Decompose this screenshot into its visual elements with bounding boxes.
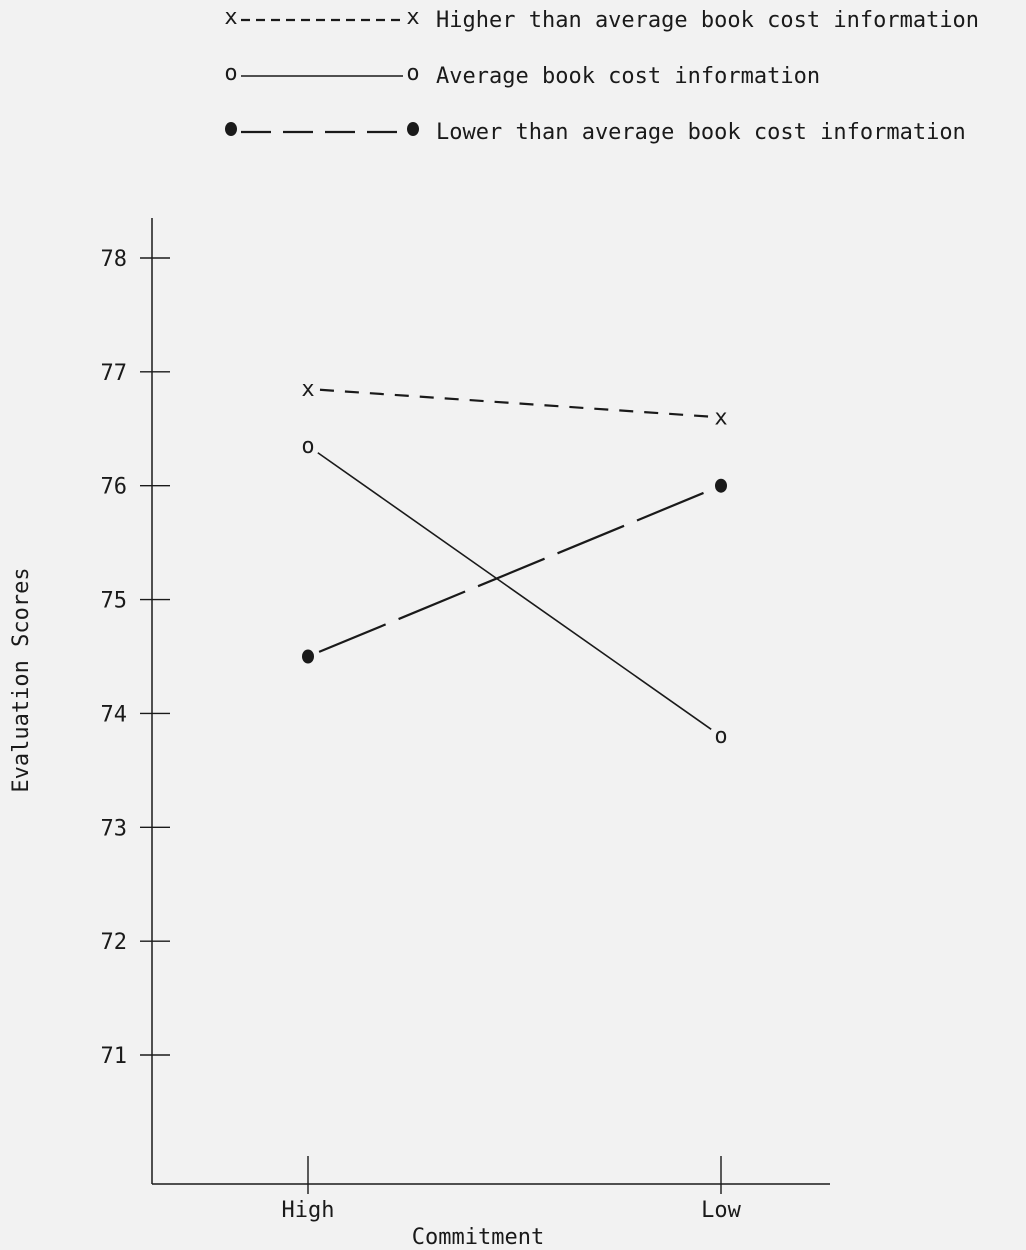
series-line-average-book-cost-information	[317, 452, 712, 730]
series-higher-than-average-book-cost-information: xx	[301, 377, 727, 430]
x-tick-label: Low	[701, 1198, 741, 1223]
x-tick-label: High	[282, 1198, 335, 1223]
legend-marker-start-average-book-cost-information: o	[224, 61, 237, 86]
series-line-higher-than-average-book-cost-information	[319, 388, 710, 418]
legend-marker-end-average-book-cost-information: o	[406, 61, 419, 86]
data-point-lower-than-average-book-cost-information-low	[715, 478, 727, 493]
data-point-higher-than-average-book-cost-information-low: x	[714, 405, 727, 430]
series-line-lower-than-average-book-cost-information	[318, 489, 711, 653]
legend-item-higher-than-average-book-cost-information: x x Higher than average book cost informat…	[224, 5, 979, 33]
data-point-higher-than-average-book-cost-information-high: x	[301, 377, 314, 402]
y-axis-title: Evaluation Scores	[9, 567, 34, 792]
axes: 71 72 73 74 75 76 77 78 High Low Commitment Evaluat…	[9, 218, 830, 1250]
data-point-lower-than-average-book-cost-information-high	[302, 649, 314, 664]
legend-label-lower-than-average-book-cost-information: Lower than average book cost information	[436, 120, 966, 145]
legend-item-average-book-cost-information: o o Average book cost information	[224, 61, 820, 89]
legend-marker-end-lower-than-average-book-cost-information	[407, 122, 419, 136]
x-axis-title: Commitment	[412, 1225, 544, 1250]
y-tick-label: 72	[101, 930, 128, 955]
legend-marker-start-lower-than-average-book-cost-information	[225, 122, 237, 136]
y-tick-label: 77	[101, 361, 128, 386]
y-tick-label: 71	[101, 1044, 128, 1069]
legend-label-higher-than-average-book-cost-information: Higher than average book cost informatio…	[436, 8, 979, 33]
legend-marker-start-higher-than-average-book-cost-information: x	[224, 5, 237, 30]
legend: x x Higher than average book cost informat…	[224, 5, 979, 145]
legend-item-lower-than-average-book-cost-information: Lower than average book cost information	[225, 120, 966, 145]
y-tick-label: 73	[101, 816, 128, 841]
y-tick-label: 78	[101, 247, 128, 272]
data-point-average-book-cost-information-high: o	[301, 434, 314, 459]
series-lower-than-average-book-cost-information	[302, 478, 727, 664]
legend-marker-end-higher-than-average-book-cost-information: x	[406, 5, 419, 30]
y-tick-label: 75	[101, 589, 128, 614]
legend-label-average-book-cost-information: Average book cost information	[436, 64, 820, 89]
y-tick-label: 76	[101, 475, 128, 500]
series-average-book-cost-information: oo	[301, 434, 727, 749]
y-tick-label: 74	[101, 702, 128, 727]
data-point-average-book-cost-information-low: o	[714, 724, 727, 749]
